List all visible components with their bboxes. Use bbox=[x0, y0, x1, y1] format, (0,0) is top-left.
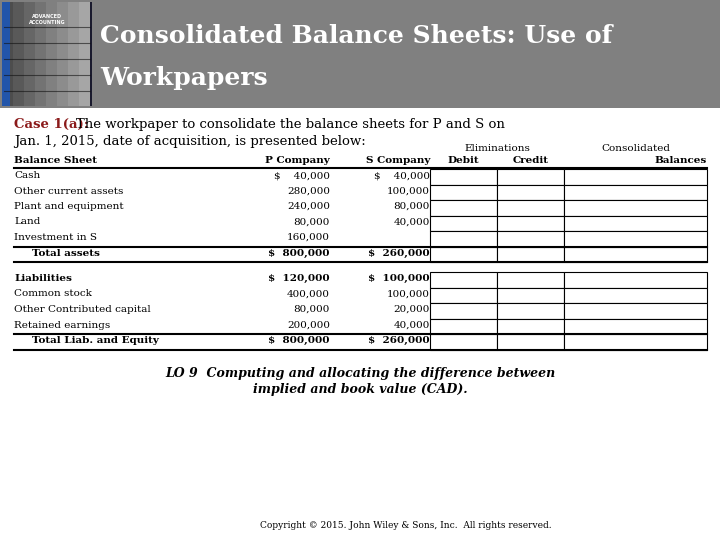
Bar bbox=[2, 2, 10, 106]
Text: 160,000: 160,000 bbox=[287, 233, 330, 242]
Text: Liabilities: Liabilities bbox=[14, 274, 72, 283]
Bar bbox=[0, 0, 720, 108]
Text: Plant and equipment: Plant and equipment bbox=[14, 202, 124, 211]
Bar bbox=[564, 169, 707, 185]
Text: $  120,000: $ 120,000 bbox=[269, 274, 330, 283]
Text: Debit: Debit bbox=[448, 156, 480, 165]
Bar bbox=[430, 287, 497, 303]
Text: 400,000: 400,000 bbox=[287, 289, 330, 299]
Text: Other current assets: Other current assets bbox=[14, 186, 123, 195]
Text: implied and book value (CAD).: implied and book value (CAD). bbox=[253, 382, 467, 395]
Text: Copyright © 2015. John Wiley & Sons, Inc.  All rights reserved.: Copyright © 2015. John Wiley & Sons, Inc… bbox=[260, 521, 552, 530]
Bar bbox=[564, 246, 707, 262]
Bar bbox=[564, 231, 707, 246]
Bar bbox=[68, 2, 79, 106]
Text: Land: Land bbox=[14, 218, 40, 226]
Text: $  800,000: $ 800,000 bbox=[269, 248, 330, 258]
Text: Cash: Cash bbox=[14, 171, 40, 180]
Bar bbox=[430, 185, 497, 200]
Text: Retained earnings: Retained earnings bbox=[14, 321, 110, 329]
Bar bbox=[497, 246, 564, 262]
Text: 100,000: 100,000 bbox=[387, 289, 430, 299]
Text: Total assets: Total assets bbox=[32, 248, 100, 258]
Text: Other Contributed capital: Other Contributed capital bbox=[14, 305, 150, 314]
Bar bbox=[497, 287, 564, 303]
Text: $  100,000: $ 100,000 bbox=[369, 274, 430, 283]
Text: Workpapers: Workpapers bbox=[100, 66, 268, 90]
Bar bbox=[430, 319, 497, 334]
Bar bbox=[497, 200, 564, 215]
Bar bbox=[564, 319, 707, 334]
Text: 200,000: 200,000 bbox=[287, 321, 330, 329]
Text: 80,000: 80,000 bbox=[394, 202, 430, 211]
Bar bbox=[564, 200, 707, 215]
Bar bbox=[57, 2, 68, 106]
Text: Consolidated Balance Sheets: Use of: Consolidated Balance Sheets: Use of bbox=[100, 24, 613, 48]
Bar bbox=[497, 231, 564, 246]
Bar bbox=[13, 2, 24, 106]
Text: Common stock: Common stock bbox=[14, 289, 92, 299]
Bar bbox=[79, 2, 90, 106]
Text: Jan. 1, 2015, date of acquisition, is presented below:: Jan. 1, 2015, date of acquisition, is pr… bbox=[14, 135, 366, 148]
Bar bbox=[430, 231, 497, 246]
Bar bbox=[497, 272, 564, 287]
Bar bbox=[430, 200, 497, 215]
Text: Investment in S: Investment in S bbox=[14, 233, 97, 242]
Text: Case 1(a):: Case 1(a): bbox=[14, 118, 89, 131]
Text: $    40,000: $ 40,000 bbox=[274, 171, 330, 180]
Bar bbox=[430, 246, 497, 262]
Text: $  260,000: $ 260,000 bbox=[369, 336, 430, 345]
Bar bbox=[430, 272, 497, 287]
Text: 240,000: 240,000 bbox=[287, 202, 330, 211]
Text: 80,000: 80,000 bbox=[294, 305, 330, 314]
Bar bbox=[564, 215, 707, 231]
Text: S Company: S Company bbox=[366, 156, 430, 165]
Text: P Company: P Company bbox=[265, 156, 330, 165]
Text: 40,000: 40,000 bbox=[394, 218, 430, 226]
Bar bbox=[497, 334, 564, 349]
Text: 20,000: 20,000 bbox=[394, 305, 430, 314]
Bar bbox=[2, 2, 13, 106]
Bar bbox=[430, 303, 497, 319]
Text: 40,000: 40,000 bbox=[394, 321, 430, 329]
Text: 280,000: 280,000 bbox=[287, 186, 330, 195]
Bar bbox=[497, 215, 564, 231]
Text: 80,000: 80,000 bbox=[294, 218, 330, 226]
Bar bbox=[497, 303, 564, 319]
Bar bbox=[24, 2, 35, 106]
Text: The workpaper to consolidate the balance sheets for P and S on: The workpaper to consolidate the balance… bbox=[76, 118, 505, 131]
Bar bbox=[564, 303, 707, 319]
Bar bbox=[430, 169, 497, 185]
Bar bbox=[564, 272, 707, 287]
Text: Balance Sheet: Balance Sheet bbox=[14, 156, 97, 165]
Bar bbox=[430, 334, 497, 349]
Bar bbox=[564, 185, 707, 200]
Bar bbox=[430, 215, 497, 231]
Text: $    40,000: $ 40,000 bbox=[374, 171, 430, 180]
Text: Total Liab. and Equity: Total Liab. and Equity bbox=[32, 336, 159, 345]
Bar bbox=[564, 287, 707, 303]
Text: ADVANCED
ACCOUNTING: ADVANCED ACCOUNTING bbox=[29, 14, 66, 25]
Bar bbox=[497, 319, 564, 334]
Text: Consolidated: Consolidated bbox=[601, 144, 670, 153]
Text: 100,000: 100,000 bbox=[387, 186, 430, 195]
Text: LO 9  Computing and allocating the difference between: LO 9 Computing and allocating the differ… bbox=[165, 368, 555, 381]
Text: $  800,000: $ 800,000 bbox=[269, 336, 330, 345]
Bar bbox=[497, 169, 564, 185]
Bar bbox=[564, 334, 707, 349]
Text: Eliminations: Eliminations bbox=[464, 144, 530, 153]
Text: Balances: Balances bbox=[654, 156, 707, 165]
Bar bbox=[2, 2, 92, 106]
Bar bbox=[35, 2, 46, 106]
Bar bbox=[46, 2, 57, 106]
Text: $  260,000: $ 260,000 bbox=[369, 248, 430, 258]
Bar bbox=[497, 185, 564, 200]
Text: Credit: Credit bbox=[513, 156, 549, 165]
